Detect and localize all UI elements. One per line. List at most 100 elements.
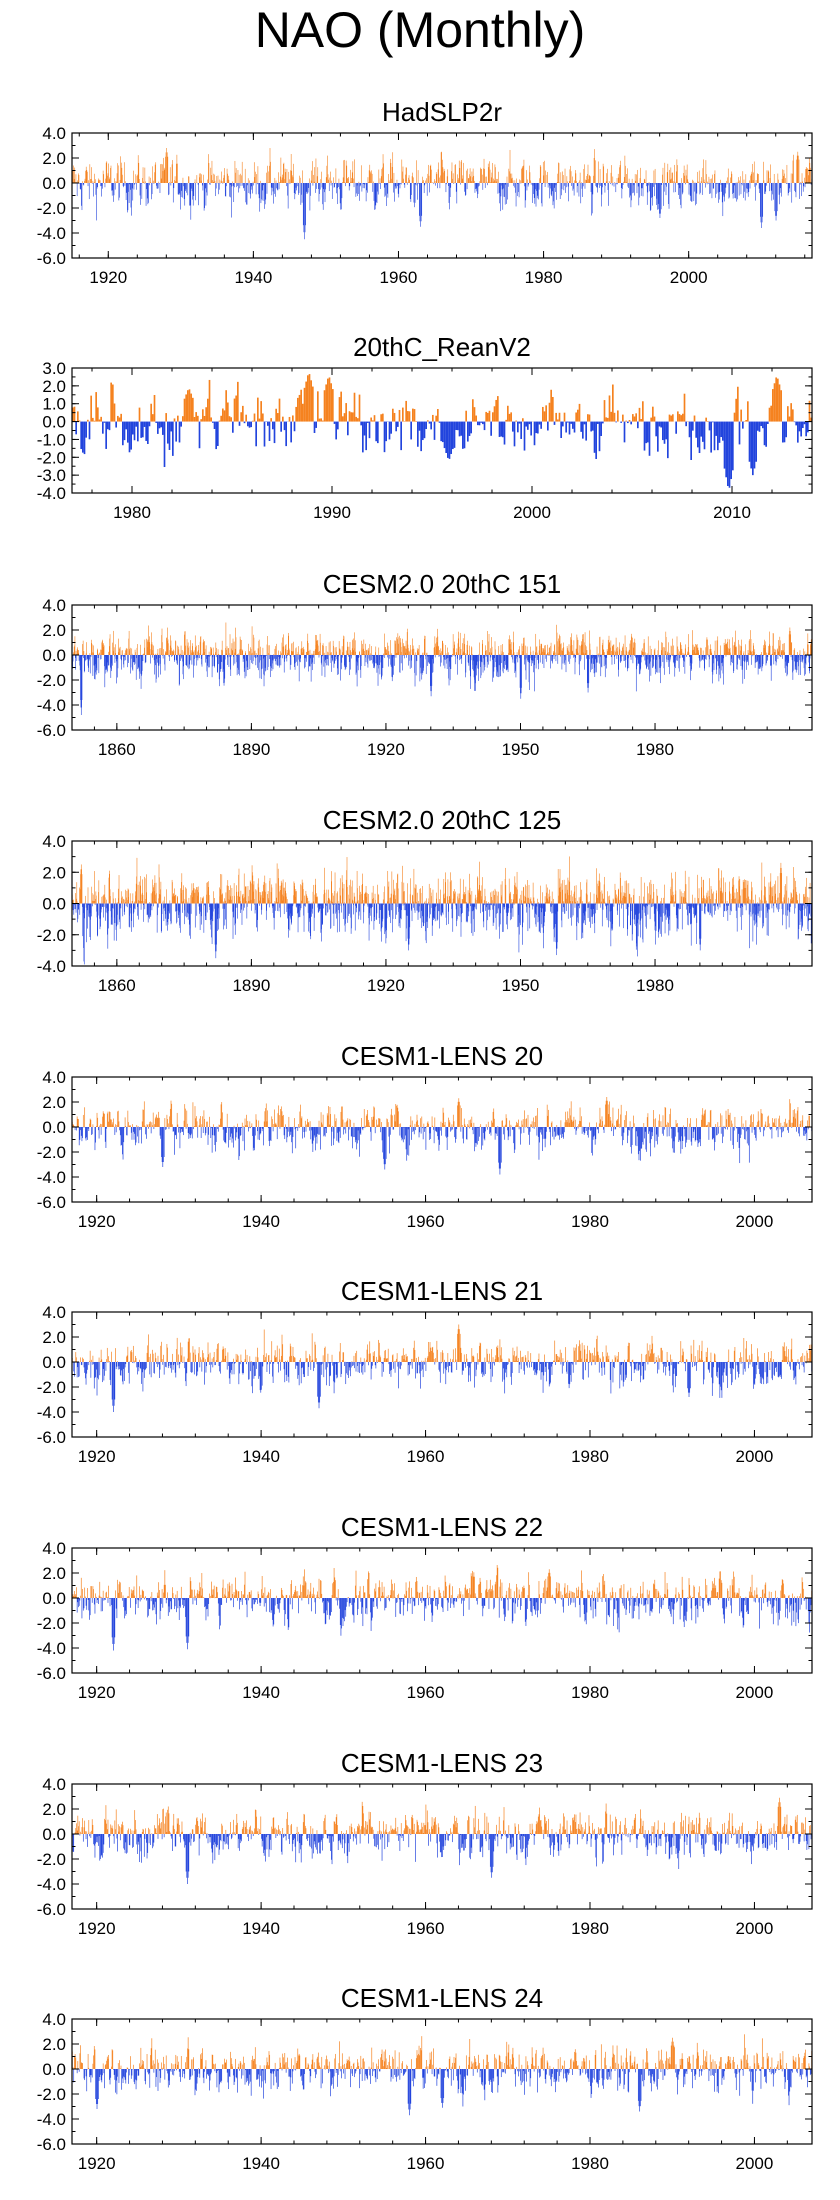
bar <box>264 183 265 201</box>
bar <box>195 647 196 655</box>
bar <box>362 183 363 192</box>
bar <box>577 410 579 422</box>
bar <box>593 176 594 183</box>
bar <box>439 904 440 912</box>
bar <box>610 412 612 422</box>
bar <box>654 655 655 659</box>
bar <box>649 655 650 664</box>
bar <box>120 414 122 422</box>
bar <box>287 655 288 661</box>
bar <box>769 408 771 422</box>
bar <box>628 652 629 655</box>
bar <box>587 414 589 421</box>
bar <box>459 893 460 903</box>
bar <box>612 655 613 665</box>
bar <box>184 899 185 904</box>
bar <box>704 655 705 671</box>
bar <box>201 897 202 903</box>
bar <box>667 655 668 662</box>
bar <box>626 182 627 183</box>
bar <box>686 175 687 183</box>
bar <box>140 876 141 903</box>
bar <box>429 183 430 192</box>
bar <box>576 173 577 183</box>
bar <box>432 655 433 686</box>
y-tick-label: -3.0 <box>37 466 66 485</box>
bar <box>222 409 224 422</box>
bar <box>197 416 199 422</box>
bar <box>97 655 98 670</box>
bar <box>504 422 506 445</box>
bar <box>196 887 197 903</box>
bar <box>465 894 466 903</box>
bar <box>124 904 125 915</box>
bar <box>567 422 569 423</box>
bar <box>77 411 79 421</box>
bar <box>355 897 356 904</box>
bar <box>82 183 83 210</box>
bar <box>789 183 790 188</box>
bar <box>493 904 494 926</box>
bar <box>761 652 762 655</box>
bar <box>709 183 710 194</box>
bar <box>651 655 652 676</box>
bar <box>641 183 642 196</box>
bar <box>216 648 217 655</box>
bar <box>651 183 652 210</box>
bar <box>731 171 732 183</box>
bar <box>597 654 598 655</box>
bar <box>180 422 182 427</box>
bar <box>409 652 410 655</box>
bar <box>184 183 185 199</box>
bar <box>552 397 554 422</box>
bar <box>413 904 414 908</box>
bar <box>148 904 149 923</box>
bar <box>251 900 252 904</box>
bar <box>569 652 570 655</box>
bar <box>745 183 746 200</box>
bar <box>287 650 288 655</box>
bar <box>177 655 178 665</box>
bar <box>371 904 372 922</box>
bar <box>314 182 315 183</box>
bar <box>549 183 550 198</box>
bar <box>99 655 100 673</box>
bar <box>522 418 524 421</box>
bar <box>382 169 383 183</box>
bar <box>511 178 512 183</box>
bar <box>565 183 566 193</box>
bar <box>308 643 309 655</box>
bar <box>565 655 566 665</box>
bar <box>800 183 801 184</box>
bar <box>81 183 82 206</box>
bar <box>645 422 647 444</box>
bar <box>210 183 211 185</box>
bar <box>319 183 320 201</box>
bar <box>549 403 551 422</box>
bar <box>787 165 788 183</box>
bar <box>237 655 238 675</box>
bar <box>475 183 476 193</box>
bar <box>467 183 468 189</box>
bar <box>732 183 733 194</box>
bar <box>728 169 729 183</box>
bar <box>574 655 575 657</box>
bar <box>528 904 529 905</box>
bar <box>73 166 74 184</box>
bar <box>424 902 425 903</box>
bar <box>350 642 351 655</box>
bar <box>438 162 439 183</box>
bar <box>392 871 393 903</box>
bar <box>542 648 543 655</box>
bar <box>422 886 423 904</box>
bar <box>240 904 241 913</box>
bar <box>84 904 85 919</box>
bar <box>773 633 774 655</box>
bar <box>378 655 379 668</box>
bar <box>307 375 309 421</box>
bar <box>797 652 798 655</box>
bar <box>112 904 113 909</box>
bar <box>649 182 650 183</box>
bar <box>775 183 776 211</box>
bar <box>429 655 430 664</box>
